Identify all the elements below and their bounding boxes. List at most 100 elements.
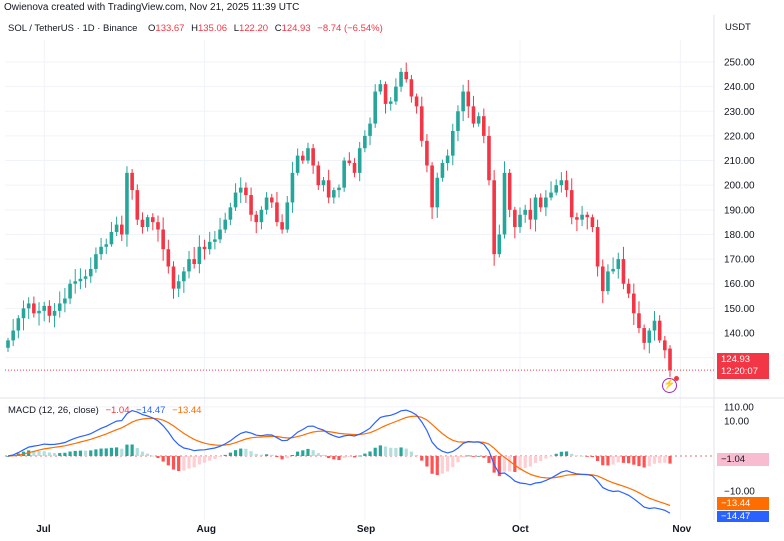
price-badge-countdown: 12:20:07 bbox=[721, 366, 758, 377]
macd-histogram-bar bbox=[94, 449, 98, 456]
candle-body bbox=[306, 148, 310, 161]
macd-histogram-bar bbox=[456, 456, 460, 463]
candle-body bbox=[440, 163, 445, 178]
candle-body bbox=[466, 91, 471, 107]
macd-histogram-bar bbox=[378, 445, 382, 456]
candle-body bbox=[16, 318, 21, 331]
candle-body bbox=[595, 227, 600, 267]
candle-body bbox=[94, 254, 98, 269]
macd-histogram-bar bbox=[647, 456, 651, 467]
x-tick-label: Jul bbox=[36, 524, 51, 535]
candle-body bbox=[414, 96, 419, 107]
macd-histogram-bar bbox=[321, 455, 326, 456]
candle-body bbox=[409, 79, 414, 97]
candle-body bbox=[140, 219, 145, 228]
candle-body bbox=[156, 222, 160, 230]
macd-histogram-bar bbox=[368, 451, 372, 456]
candle-body bbox=[104, 244, 109, 247]
candle-body bbox=[399, 71, 403, 87]
macd-histogram-bar bbox=[244, 448, 248, 456]
macd-histogram-bar bbox=[68, 451, 72, 456]
macd-histogram-bar bbox=[440, 456, 445, 474]
macd-signal-line bbox=[7, 415, 671, 507]
macd-title[interactable]: MACD (12, 26, close) bbox=[8, 405, 99, 416]
macd-histogram-bar bbox=[254, 453, 258, 456]
candle-body bbox=[290, 172, 295, 203]
macd-histogram-bar bbox=[264, 454, 269, 456]
candle-body bbox=[357, 148, 362, 173]
candle-body bbox=[528, 209, 533, 220]
y-tick-label: 160.00 bbox=[724, 279, 755, 290]
macd-histogram-bar bbox=[208, 456, 212, 461]
candle-body bbox=[456, 111, 460, 131]
macd-histogram-bar bbox=[595, 456, 600, 462]
alert-icon[interactable]: ⚡ bbox=[662, 376, 679, 393]
macd-signal-value: −13.44 bbox=[172, 405, 202, 416]
symbol-name[interactable]: SOL / TetherUS · 1D · Binance bbox=[8, 23, 138, 34]
candle-body bbox=[425, 140, 429, 166]
candle-body bbox=[238, 187, 243, 193]
macd-histogram-bar bbox=[177, 456, 181, 472]
candle-body bbox=[430, 165, 434, 208]
candle-body bbox=[135, 190, 140, 220]
candle-body bbox=[88, 268, 93, 277]
macd-histogram-bar bbox=[373, 447, 377, 456]
y-tick-label: 170.00 bbox=[724, 255, 755, 266]
macd-histogram-bar bbox=[259, 454, 264, 456]
macd-histogram-bar bbox=[249, 451, 253, 456]
macd-histogram-bar bbox=[125, 444, 129, 456]
candle-body bbox=[176, 281, 181, 289]
macd-histogram-bar bbox=[663, 456, 667, 463]
macd-line-badge: −14.47 bbox=[717, 511, 769, 522]
candle-body bbox=[404, 71, 409, 80]
macd-hist-badge: −1.04 bbox=[717, 453, 769, 466]
macd-histogram-bar bbox=[239, 448, 243, 456]
candle-body bbox=[482, 116, 486, 136]
macd-histogram-bar bbox=[347, 456, 351, 458]
macd-histogram-bar bbox=[140, 451, 145, 456]
macd-histogram-bar bbox=[63, 452, 67, 456]
candle-body bbox=[37, 310, 41, 314]
y-tick-label: 110.00 bbox=[724, 402, 754, 413]
candle-body bbox=[244, 187, 248, 196]
macd-histogram-bar bbox=[42, 451, 46, 456]
candle-body bbox=[285, 202, 290, 230]
candle-body bbox=[207, 241, 212, 250]
candle-body bbox=[352, 163, 357, 173]
macd-histogram-bar bbox=[358, 455, 362, 457]
x-tick-label: Sep bbox=[357, 524, 375, 535]
macd-hist-value: −1.04 bbox=[105, 405, 130, 416]
candle-body bbox=[663, 340, 667, 351]
candle-body bbox=[166, 249, 171, 267]
macd-histogram-bar bbox=[497, 456, 501, 477]
candle-body bbox=[316, 165, 321, 186]
macd-legend: MACD (12, 26, close) −1.04 −14.47 −13.44 bbox=[8, 405, 201, 416]
candle-body bbox=[63, 298, 67, 304]
macd-histogram-bar bbox=[187, 456, 191, 469]
attribution-text: Owienova created with TradingView.com, N… bbox=[4, 2, 300, 13]
macd-histogram-bar bbox=[83, 450, 88, 456]
candle-body bbox=[513, 209, 517, 228]
macd-histogram-bar bbox=[471, 456, 476, 457]
candle-body bbox=[109, 231, 114, 245]
candle-body bbox=[378, 84, 383, 92]
macd-histogram-bar bbox=[477, 455, 481, 457]
candle-body bbox=[611, 268, 615, 272]
symbol-legend: SOL / TetherUS · 1D · Binance O133.67 H1… bbox=[8, 23, 383, 34]
macd-histogram-bar bbox=[508, 456, 512, 472]
candle-body bbox=[68, 283, 72, 299]
low-label: L bbox=[233, 23, 239, 34]
macd-histogram-bar bbox=[383, 446, 388, 456]
candle-body bbox=[311, 148, 315, 166]
macd-histogram-bar bbox=[202, 456, 207, 463]
macd-histogram-bar bbox=[621, 456, 626, 463]
candle-body bbox=[544, 197, 548, 208]
macd-histogram-bar bbox=[564, 451, 569, 456]
x-tick-label: Nov bbox=[672, 524, 691, 535]
macd-histogram-bar bbox=[156, 456, 160, 459]
currency-label[interactable]: USDT bbox=[725, 22, 751, 33]
candle-body bbox=[435, 177, 440, 208]
macd-histogram-bar bbox=[420, 456, 424, 461]
candle-body bbox=[249, 195, 253, 215]
